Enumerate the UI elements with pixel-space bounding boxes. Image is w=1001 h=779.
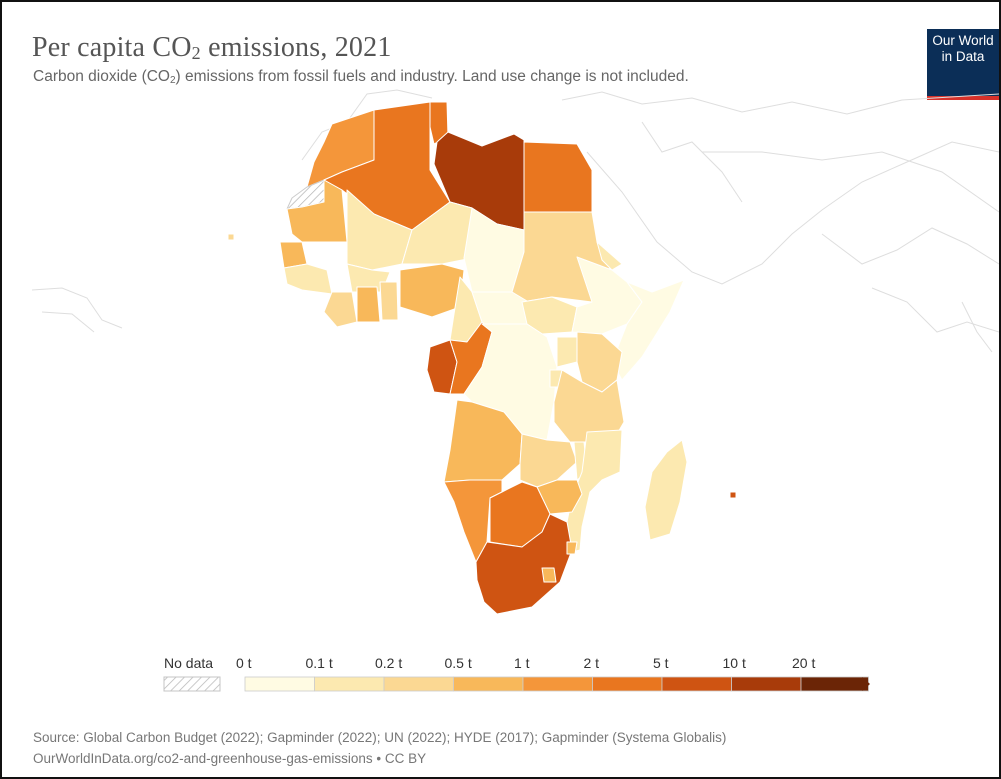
- region-angola: [443, 399, 523, 483]
- background-countries: [31, 89, 999, 353]
- logo-line-1: Our World: [932, 33, 994, 48]
- region-guinea: [283, 263, 333, 295]
- legend-arrow: [862, 677, 870, 691]
- logo-line-2: in Data: [941, 49, 985, 64]
- legend-bin-label: 0.1 t: [305, 655, 333, 671]
- legend-bin-label: 1 t: [514, 655, 530, 671]
- region-somalia: [611, 279, 685, 381]
- legend-no-data-label: No data: [164, 655, 214, 671]
- legend-swatch: [731, 676, 802, 692]
- region-uganda: [556, 336, 578, 368]
- legend-swatch: [244, 676, 315, 692]
- chart-title: Per capita CO2 emissions, 2021: [32, 32, 392, 63]
- legend-swatch: [592, 676, 663, 692]
- legend-swatch: [453, 676, 524, 692]
- legend-bins: [244, 676, 869, 692]
- legend-bin-label: 0 t: [236, 655, 252, 671]
- legend-swatch: [314, 676, 385, 692]
- legend-swatch: [661, 676, 732, 692]
- legend: [163, 676, 870, 692]
- legend-swatch: [522, 676, 593, 692]
- region-cote-divoire: [323, 291, 358, 328]
- region-egypt: [523, 141, 593, 213]
- region-madagascar: [644, 439, 688, 541]
- region-ghana: [356, 286, 381, 323]
- region-zambia: [519, 433, 578, 488]
- owid-logo[interactable]: Our World in Data: [927, 29, 999, 100]
- region-togo-benin: [379, 281, 399, 321]
- legend-bin-label: 20 t: [792, 655, 816, 671]
- legend-swatch: [383, 676, 454, 692]
- legend-no-data-swatch: [163, 676, 221, 692]
- legend-swatch: [800, 676, 869, 692]
- legend-bin-label: 10 t: [722, 655, 746, 671]
- region-mauritius: [729, 491, 737, 499]
- legend-bin-label: 2 t: [583, 655, 600, 671]
- legend-bin-label: 0.5 t: [444, 655, 472, 671]
- region-senegal: [279, 241, 308, 269]
- africa-countries: [227, 101, 737, 615]
- source-url[interactable]: OurWorldInData.org/co2-and-greenhouse-ga…: [33, 751, 427, 766]
- source-note: Source: Global Carbon Budget (2022); Gap…: [33, 730, 727, 745]
- region-namibia: [443, 479, 503, 563]
- region-lesotho: [541, 567, 557, 583]
- region-ethiopia: [571, 256, 643, 335]
- region-eswatini: [566, 541, 578, 555]
- region-mauritania: [286, 179, 348, 243]
- legend-bin-label: 5 t: [653, 655, 669, 671]
- region-mali: [346, 189, 413, 271]
- legend-bin-label: 0.2 t: [375, 655, 403, 671]
- chart-subtitle: Carbon dioxide (CO2) emissions from foss…: [33, 68, 689, 86]
- region-cape-verde: [227, 233, 235, 241]
- logo-accent-bar: [927, 96, 999, 100]
